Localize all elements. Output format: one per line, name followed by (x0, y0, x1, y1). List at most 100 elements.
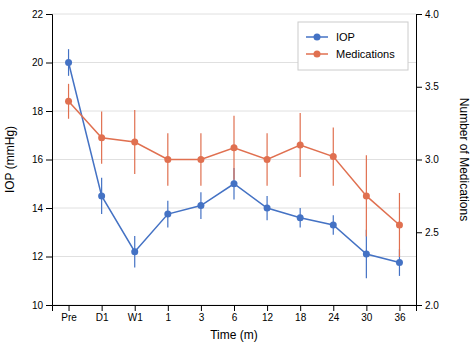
y-tick: 18 (32, 106, 52, 117)
point (363, 192, 370, 199)
y-tick: 20 (32, 57, 52, 68)
x-tick: 36 (394, 305, 406, 323)
point (297, 214, 304, 221)
point (65, 59, 72, 66)
x-tick-mark (366, 305, 367, 311)
marks (65, 49, 403, 278)
x-tick-mark (135, 305, 136, 311)
point (98, 192, 105, 199)
series-line (69, 63, 400, 263)
y-tick-label: 22 (32, 9, 44, 20)
point (363, 251, 370, 258)
y-tick-mark (46, 63, 52, 64)
x-tick-mark (168, 305, 169, 311)
legend-label: IOP (336, 31, 355, 43)
y2-tick-label: 2.5 (425, 227, 439, 238)
y2-tick-label: 3.5 (425, 81, 439, 92)
y2-tick-mark (416, 87, 422, 88)
grid-line (52, 14, 416, 15)
x-tick: 24 (328, 305, 340, 323)
y2-tick-label: 4.0 (425, 9, 439, 20)
x-tick-mark (234, 305, 235, 311)
grid-line (52, 111, 416, 112)
x-tick: W1 (128, 305, 143, 323)
y-tick: 14 (32, 203, 52, 214)
y2-tick-label: 2.0 (425, 300, 439, 311)
x-tick-label: 24 (328, 312, 340, 323)
x-tick: 18 (295, 305, 307, 323)
y-tick: 16 (32, 154, 52, 165)
plot: PreD1W11361218243036101214161820222.02.5… (3, 9, 471, 342)
point (231, 180, 238, 187)
y2-tick-mark (416, 232, 422, 233)
point (264, 205, 271, 212)
legend-box (298, 22, 408, 70)
point (330, 221, 337, 228)
point (164, 211, 171, 218)
y-axis-title: IOP (mmHg) (3, 126, 17, 193)
legend-marker (314, 34, 321, 41)
axis-line (417, 15, 423, 306)
x-tick-label: 3 (199, 312, 205, 323)
point (197, 202, 204, 209)
x-tick-label: W1 (128, 312, 143, 323)
chart: PreD1W11361218243036101214161820222.02.5… (0, 0, 474, 347)
x-tick-mark (69, 305, 70, 311)
x-tick-mark (399, 305, 400, 311)
x-tick-label: 36 (394, 312, 406, 323)
y2-axis: 2.0 2.5 3.0 3.5 4.0 (416, 9, 439, 311)
x-tick-mark (267, 305, 268, 311)
x-tick: 30 (361, 305, 373, 323)
y2-tick: 4.0 (416, 9, 439, 20)
x-tick-mark (333, 305, 334, 311)
x-axis-title: Time (m) (210, 328, 258, 342)
legend-marker (314, 51, 321, 58)
point (264, 156, 271, 163)
grid (52, 14, 416, 305)
x-tick: D1 (96, 305, 109, 323)
y2-tick: 2.0 (416, 300, 439, 311)
legend-item: IOP (306, 31, 355, 43)
legend-label: Medications (336, 48, 395, 60)
y2-tick-label: 3.0 (425, 154, 439, 165)
y-tick-label: 20 (32, 57, 44, 68)
y-tick-mark (46, 305, 52, 306)
series-line (69, 101, 400, 225)
y2-axis-title: Number of Medications (457, 98, 471, 221)
x-tick-label: 1 (166, 312, 172, 323)
x-tick-label: D1 (96, 312, 109, 323)
point (231, 144, 238, 151)
y2-tick-mark (416, 305, 422, 306)
y-tick-label: 14 (32, 203, 44, 214)
x-tick-label: Pre (61, 312, 77, 323)
point (65, 98, 72, 105)
x-tick-label: 18 (295, 312, 307, 323)
y2-tick-mark (416, 160, 422, 161)
x-axis: PreD1W11361218243036 (53, 305, 417, 323)
x-tick: 1 (166, 305, 172, 323)
grid-line (52, 208, 416, 209)
y-tick: 10 (32, 300, 52, 311)
x-tick-mark (300, 305, 301, 311)
legend: IOP Medications (298, 22, 408, 70)
y-tick: 12 (32, 251, 52, 262)
x-tick: Pre (61, 305, 77, 323)
x-tick-label: 30 (361, 312, 373, 323)
y-tick-label: 10 (32, 300, 44, 311)
y2-tick: 3.5 (416, 81, 439, 92)
y-tick-mark (46, 160, 52, 161)
x-tick-label: 6 (232, 312, 238, 323)
point (164, 156, 171, 163)
point (131, 139, 138, 146)
x-tick-label: 12 (262, 312, 274, 323)
x-tick: 3 (199, 305, 205, 323)
series (65, 84, 403, 257)
legend-item: Medications (306, 48, 395, 60)
y-tick-mark (46, 208, 52, 209)
point (98, 134, 105, 141)
grid-line (52, 256, 416, 257)
x-tick-mark (102, 305, 103, 311)
point (396, 221, 403, 228)
y2-tick: 2.5 (416, 227, 439, 238)
y-axis: 10 12 14 16 18 20 22 (32, 9, 53, 311)
